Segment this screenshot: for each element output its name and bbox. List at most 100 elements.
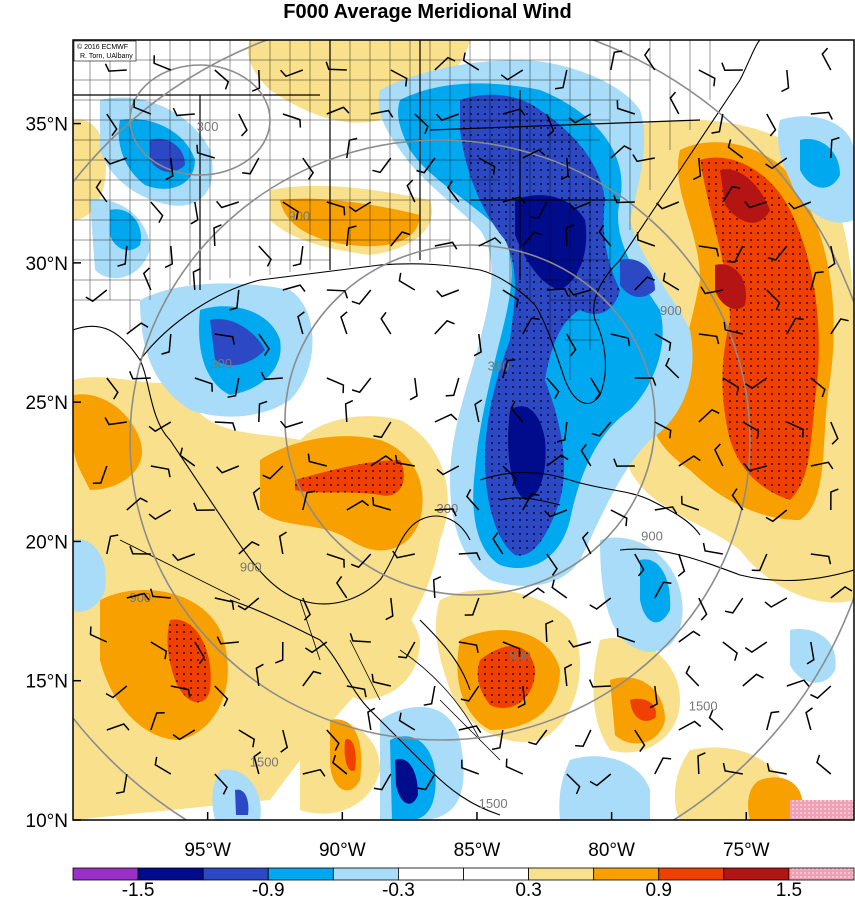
wind-barb	[434, 319, 455, 335]
wind-barb	[590, 377, 601, 401]
wind-barb	[214, 685, 229, 707]
contour-label: 900	[129, 590, 151, 605]
wind-barb	[613, 194, 635, 204]
wind-barb	[214, 421, 237, 431]
latitude-label: 15°N	[26, 672, 68, 693]
wind-barb	[634, 553, 645, 577]
wind-barb	[190, 201, 199, 225]
wind-barb	[351, 289, 372, 305]
colorbar-label: -0.9	[252, 880, 285, 900]
wind-barb	[575, 729, 592, 747]
wind-barb	[292, 245, 304, 267]
wind-barb	[649, 685, 658, 709]
wind-barb	[589, 597, 612, 610]
wind-barb	[613, 458, 635, 467]
wind-barb	[765, 509, 788, 523]
wind-barb	[164, 245, 174, 269]
wind-barb	[262, 465, 284, 480]
wind-barb	[436, 289, 460, 298]
wind-barb	[788, 201, 812, 210]
wind-barb	[665, 357, 680, 379]
wind-barb	[551, 579, 568, 599]
wind-barb	[522, 231, 543, 247]
wind-barb	[698, 245, 720, 257]
wind-barb	[767, 245, 788, 261]
wind-barb	[522, 493, 540, 511]
longitude-label: 75°W	[723, 840, 770, 861]
wind-barb	[351, 377, 372, 394]
wind-barb	[161, 333, 172, 355]
wind-barb	[260, 371, 283, 381]
contour-label: 300	[197, 119, 219, 134]
wind-barb	[104, 63, 127, 72]
wind-barb	[150, 465, 171, 478]
wind-barb	[170, 685, 191, 698]
wind-barb	[390, 69, 408, 87]
wind-barb	[434, 508, 457, 517]
contour-label: 300	[210, 356, 232, 371]
colorbar-swatch	[398, 867, 464, 881]
wind-barb	[810, 461, 834, 470]
wind-barb	[280, 729, 289, 753]
wind-barb	[698, 597, 708, 621]
wind-barb	[238, 541, 260, 555]
wind-barb	[150, 711, 165, 731]
wind-barb	[126, 497, 148, 511]
wind-barb	[367, 707, 376, 731]
wind-barb	[258, 400, 268, 423]
wind-barb	[560, 157, 569, 181]
wind-barb	[104, 417, 127, 426]
wind-barb	[502, 641, 521, 657]
wind-barb	[385, 597, 394, 621]
wind-barb	[700, 286, 723, 295]
wind-barb	[465, 489, 480, 511]
wind-barb	[432, 576, 442, 599]
wind-barb	[165, 157, 174, 181]
country-borders	[119, 539, 501, 761]
wind-barb	[344, 399, 354, 423]
wind-barb	[589, 773, 612, 787]
wind-barb	[744, 377, 768, 390]
wind-barb	[104, 157, 128, 165]
credit-line-2: R. Torn, UAlbany	[80, 53, 133, 60]
wind-barb	[598, 224, 612, 247]
wind-barb	[326, 553, 345, 568]
wind-barb	[634, 276, 655, 291]
wind-barb	[810, 685, 832, 699]
wind-barb	[280, 420, 304, 429]
latitude-label: 25°N	[26, 393, 68, 414]
wind-barb	[632, 154, 655, 163]
wind-barb	[237, 597, 260, 611]
wind-barb	[566, 333, 577, 357]
wind-barb	[721, 62, 743, 71]
wind-barb	[373, 421, 392, 439]
wind-barb	[258, 333, 270, 356]
wind-barb	[280, 69, 304, 78]
contour-label: 900	[240, 559, 262, 574]
wind-barb	[416, 157, 436, 174]
longitude-label: 95°W	[184, 840, 231, 861]
wind-barb	[142, 267, 152, 291]
wind-barb	[196, 144, 216, 159]
wind-barb	[528, 729, 548, 746]
wind-barb	[546, 377, 560, 400]
wind-barb	[372, 157, 392, 174]
wind-barb	[810, 377, 826, 398]
contour-label: 1500	[479, 796, 508, 811]
wind-barb	[698, 408, 720, 423]
wind-barb	[697, 752, 706, 775]
wind-barb	[434, 241, 458, 250]
wind-barb	[726, 245, 744, 263]
wind-barb	[464, 597, 480, 616]
state-borders	[73, 40, 701, 290]
wind-barb	[478, 157, 496, 175]
wind-barb	[214, 597, 235, 611]
wind-barb	[153, 55, 172, 71]
wind-barb	[414, 113, 429, 135]
latitude-label: 20°N	[26, 532, 68, 553]
wind-barb	[522, 317, 540, 335]
wind-barb	[610, 333, 631, 347]
wind-barb	[722, 762, 743, 775]
wind-barb	[711, 113, 724, 134]
wind-barb	[522, 587, 545, 599]
